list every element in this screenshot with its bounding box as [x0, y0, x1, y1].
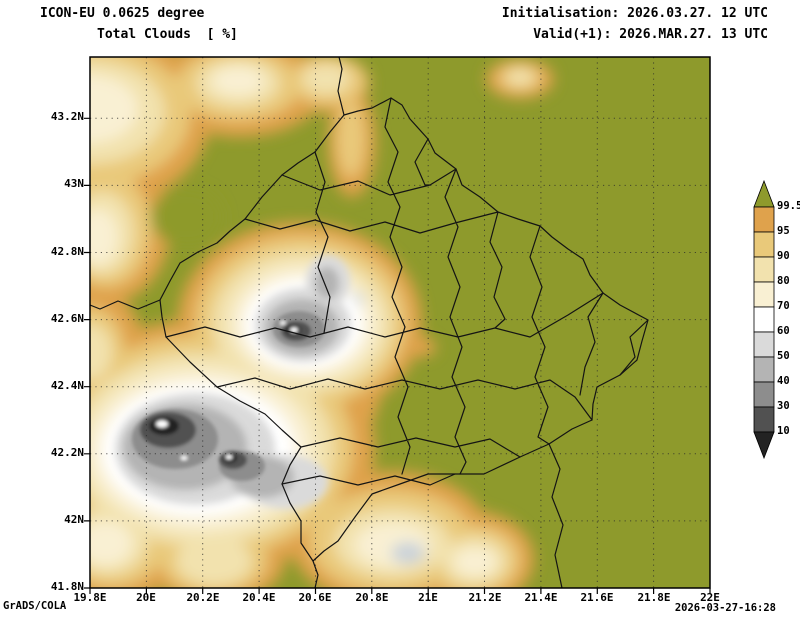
grid-lines [90, 57, 710, 588]
colorbar-segment [753, 381, 775, 408]
colorbar-arrow-bottom [753, 431, 775, 460]
y-tick-label: 42.4N [50, 379, 84, 392]
colorbar-label: 40 [777, 375, 790, 387]
x-tick-label: 20.4E [242, 591, 276, 604]
colorbar-label: 10 [777, 425, 790, 437]
x-tick-label: 21E [418, 591, 438, 604]
kosovo-outline [159, 97, 649, 562]
axis-ticks [84, 117, 711, 594]
field-title: Total Clouds [ %] [97, 27, 238, 42]
colorbar-label: 30 [777, 400, 790, 412]
x-tick-label: 20.6E [298, 591, 332, 604]
grads-credit: GrADS/COLA [3, 600, 67, 612]
grid-lines-vertical [145, 57, 655, 588]
map-area [90, 57, 710, 588]
colorbar-label: 80 [777, 275, 790, 287]
colorbar-segment [753, 206, 775, 233]
x-tick-label: 21.8E [637, 591, 671, 604]
x-tick-label: 20.8E [355, 591, 389, 604]
y-tick-label: 42.6N [50, 312, 84, 325]
colorbar-segment [753, 256, 775, 283]
init-time-label: Initialisation: 2026.03.27. 12 UTC [501, 6, 768, 21]
colorbar-label: 50 [777, 350, 790, 362]
model-title: ICON-EU 0.0625 degree [40, 6, 205, 21]
plot-frame [89, 56, 711, 589]
x-tick-label: 21.4E [524, 591, 558, 604]
colorbar-arrow-top [753, 179, 775, 208]
x-tick-label: 19.8E [73, 591, 107, 604]
colorbar-label: 60 [777, 325, 790, 337]
colorbar-segment [753, 331, 775, 358]
x-tick-label: 20E [136, 591, 156, 604]
colorbar-label: 95 [777, 225, 790, 237]
valid-time-label: Valid(+1): 2026.MAR.27. 13 UTC [533, 27, 768, 42]
y-tick-label: 41.8N [50, 580, 84, 593]
colorbar-segment [753, 281, 775, 308]
colorbar-segment [753, 356, 775, 383]
country-borders [90, 57, 649, 588]
cloud-field [90, 57, 710, 588]
y-tick-label: 43N [64, 177, 84, 190]
colorbar-label: 70 [777, 300, 790, 312]
y-tick-label: 42.8N [50, 245, 84, 258]
creation-timestamp: 2026-03-27-16:28 [674, 602, 776, 614]
y-tick-label: 42.2N [50, 446, 84, 459]
colorbar-label: 90 [777, 250, 790, 262]
colorbar [753, 179, 775, 460]
x-tick-label: 21.6E [580, 591, 614, 604]
x-axis-ticks [89, 588, 711, 594]
x-tick-label: 20.2E [186, 591, 220, 604]
colorbar-label: 99.5 [777, 200, 800, 212]
colorbar-segment [753, 306, 775, 333]
x-tick-label: 22E [700, 591, 720, 604]
y-axis-ticks [84, 117, 90, 589]
y-tick-label: 43.2N [50, 110, 84, 123]
x-tick-label: 21.2E [468, 591, 502, 604]
y-tick-label: 42N [64, 513, 84, 526]
colorbar-segment [753, 406, 775, 433]
colorbar-segment [753, 231, 775, 258]
municipality-borders [165, 97, 649, 486]
neighbor-borders [90, 57, 564, 588]
